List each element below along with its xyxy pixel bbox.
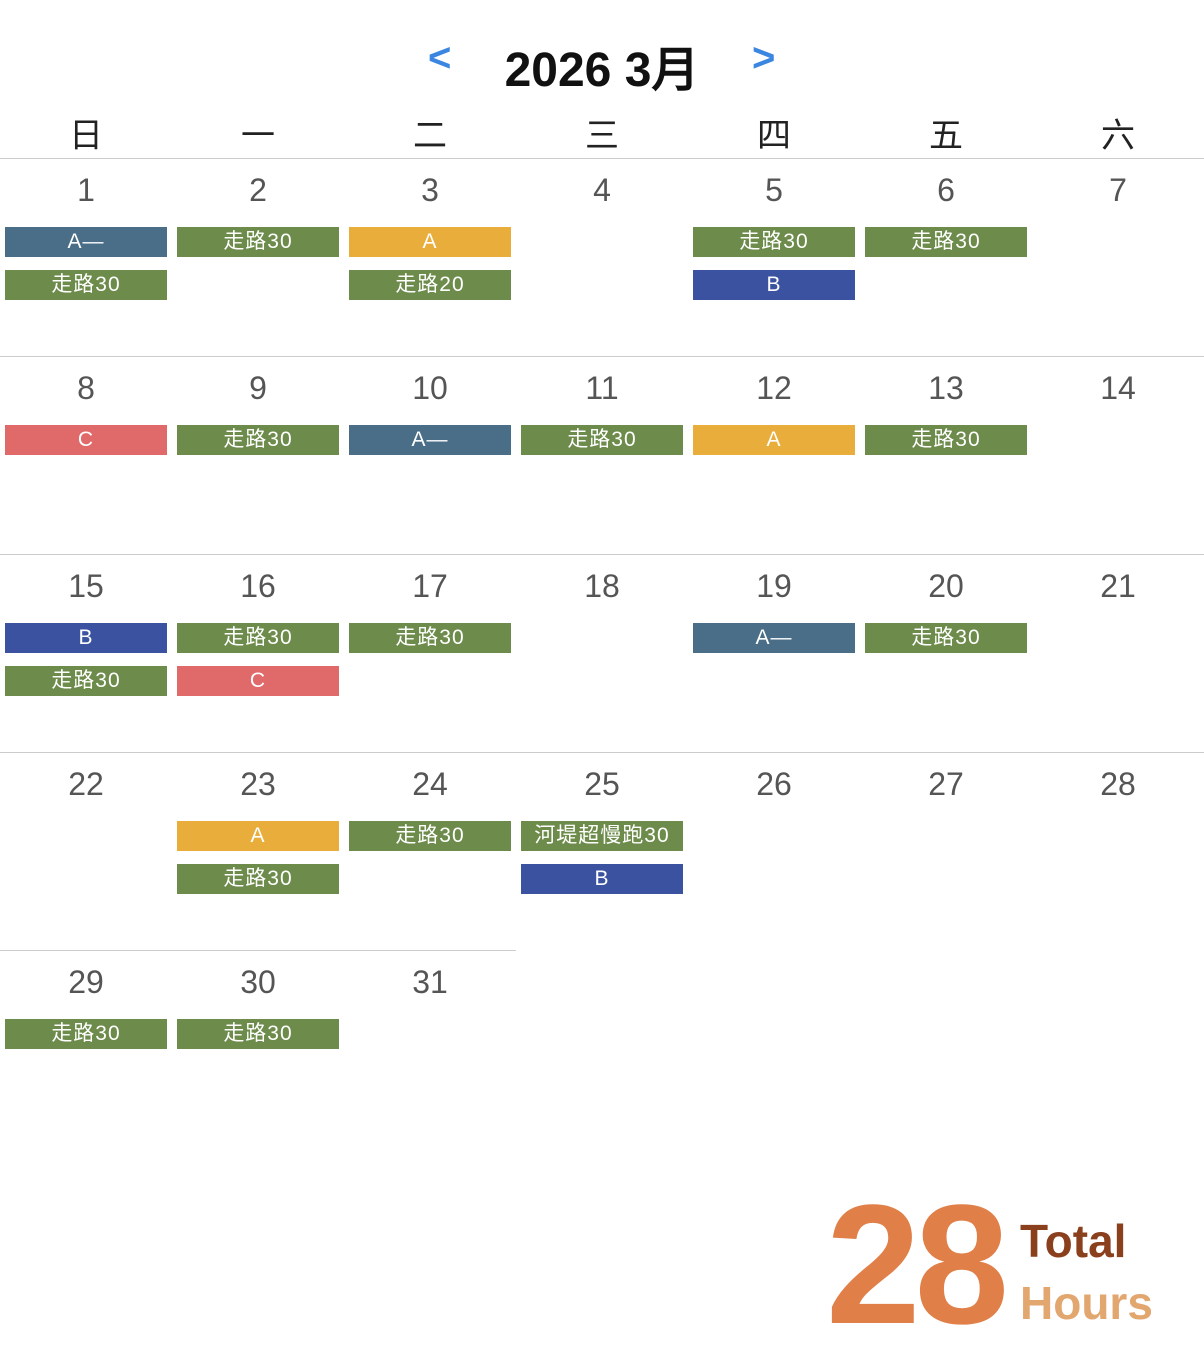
total-label: Total <box>1020 1215 1127 1267</box>
event[interactable]: 走路30 <box>865 227 1027 257</box>
event[interactable]: 走路30 <box>693 227 855 257</box>
day-number[interactable]: 12 <box>756 370 792 406</box>
weekday-label: 二 <box>413 117 447 155</box>
event[interactable]: A— <box>349 425 511 455</box>
day-number[interactable]: 31 <box>412 964 448 1000</box>
weekday-label: 一 <box>241 117 275 155</box>
day-number[interactable]: 17 <box>412 568 448 604</box>
hours-label: Hours <box>1020 1277 1153 1329</box>
event[interactable]: B <box>521 864 683 894</box>
event[interactable]: 走路20 <box>349 270 511 300</box>
day-number[interactable]: 23 <box>240 766 276 802</box>
row-divider <box>0 356 1204 357</box>
weekday-label: 日 <box>69 117 103 155</box>
event[interactable]: 走路30 <box>5 666 167 696</box>
event[interactable]: A <box>693 425 855 455</box>
event[interactable]: C <box>177 666 339 696</box>
day-number[interactable]: 13 <box>928 370 964 406</box>
event[interactable]: 走路30 <box>177 623 339 653</box>
event[interactable]: 走路30 <box>177 227 339 257</box>
event[interactable]: 河堤超慢跑30 <box>521 821 683 851</box>
event[interactable]: 走路30 <box>349 623 511 653</box>
row-divider <box>0 752 1204 753</box>
day-number[interactable]: 20 <box>928 568 964 604</box>
weekday-label: 六 <box>1101 117 1135 155</box>
day-number[interactable]: 9 <box>249 370 267 406</box>
event[interactable]: A— <box>693 623 855 653</box>
day-number[interactable]: 27 <box>928 766 964 802</box>
next-button[interactable]: > <box>752 36 776 80</box>
day-number[interactable]: 25 <box>584 766 620 802</box>
day-number[interactable]: 4 <box>593 172 611 208</box>
day-number[interactable]: 6 <box>937 172 955 208</box>
event[interactable]: B <box>693 270 855 300</box>
day-number[interactable]: 18 <box>584 568 620 604</box>
event[interactable]: A— <box>5 227 167 257</box>
day-number[interactable]: 16 <box>240 568 276 604</box>
event[interactable]: 走路30 <box>865 425 1027 455</box>
day-number[interactable]: 10 <box>412 370 448 406</box>
day-number[interactable]: 5 <box>765 172 783 208</box>
event[interactable]: A <box>349 227 511 257</box>
day-number[interactable]: 2 <box>249 172 267 208</box>
event[interactable]: 走路30 <box>521 425 683 455</box>
event[interactable]: C <box>5 425 167 455</box>
day-number[interactable]: 7 <box>1109 172 1127 208</box>
event[interactable]: 走路30 <box>177 1019 339 1049</box>
day-number[interactable]: 14 <box>1100 370 1136 406</box>
event[interactable]: 走路30 <box>177 425 339 455</box>
event[interactable]: A <box>177 821 339 851</box>
weekday-label: 四 <box>757 117 791 155</box>
weekday-label: 五 <box>929 117 963 155</box>
day-number[interactable]: 21 <box>1100 568 1136 604</box>
row-divider <box>0 950 516 951</box>
event[interactable]: B <box>5 623 167 653</box>
event[interactable]: 走路30 <box>349 821 511 851</box>
total-number: 28 <box>826 1170 1009 1360</box>
day-number[interactable]: 19 <box>756 568 792 604</box>
day-number[interactable]: 11 <box>585 370 619 406</box>
weekday-label: 三 <box>585 117 619 155</box>
day-number[interactable]: 30 <box>240 964 276 1000</box>
event[interactable]: 走路30 <box>5 270 167 300</box>
day-number[interactable]: 1 <box>77 172 95 208</box>
day-number[interactable]: 24 <box>412 766 448 802</box>
day-number[interactable]: 28 <box>1100 766 1136 802</box>
day-number[interactable]: 3 <box>421 172 439 208</box>
day-number[interactable]: 15 <box>68 568 104 604</box>
event[interactable]: 走路30 <box>5 1019 167 1049</box>
event[interactable]: 走路30 <box>865 623 1027 653</box>
event[interactable]: 走路30 <box>177 864 339 894</box>
prev-button[interactable]: < <box>428 36 452 80</box>
row-divider <box>0 554 1204 555</box>
row-divider <box>0 158 1204 159</box>
month-title: 2026 3月 <box>504 44 700 97</box>
day-number[interactable]: 8 <box>77 370 95 406</box>
day-number[interactable]: 22 <box>68 766 104 802</box>
day-number[interactable]: 29 <box>68 964 104 1000</box>
day-number[interactable]: 26 <box>756 766 792 802</box>
